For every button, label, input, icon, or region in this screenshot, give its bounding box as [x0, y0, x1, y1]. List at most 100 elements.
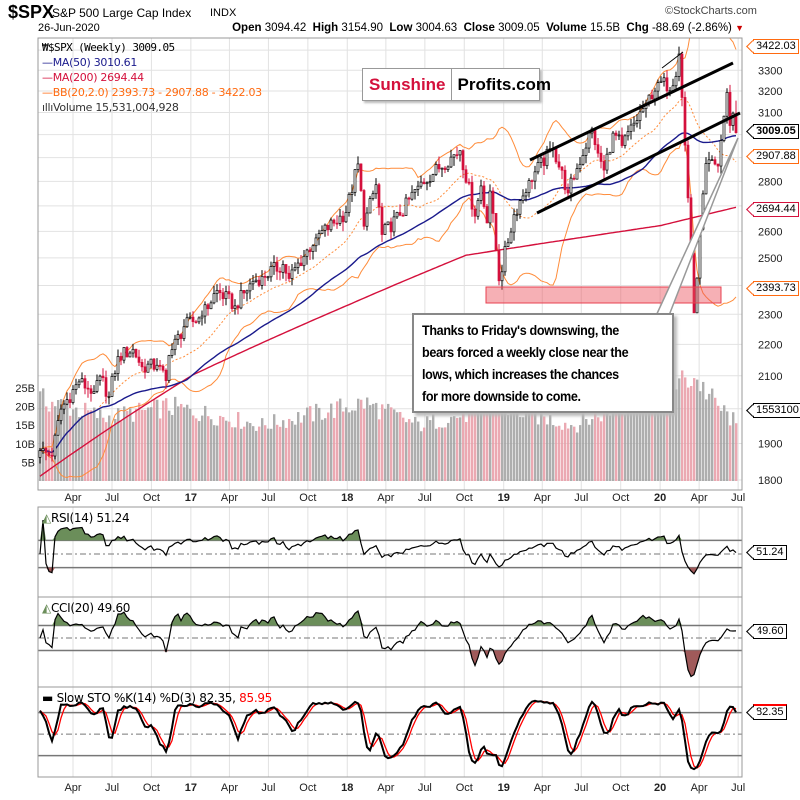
candle-body [56, 420, 60, 436]
candle-body [476, 200, 480, 217]
volume-bar [378, 419, 381, 481]
candle-body [428, 181, 432, 184]
candle-body [374, 184, 378, 195]
candle [188, 312, 192, 320]
sto-title: ▬ Slow STO %K(14) %D(3) 82.35, 85.95 [42, 691, 273, 705]
volume-bar [87, 410, 90, 481]
candle-body [542, 157, 546, 167]
volume-bar [603, 408, 606, 481]
volume-bar [321, 419, 324, 481]
candle [512, 208, 516, 241]
candle [107, 391, 111, 405]
quote-bar: Open 3094.42 High 3154.90 Low 3004.63 Cl… [232, 22, 744, 34]
candle-body [272, 262, 276, 267]
candle-body [593, 128, 597, 146]
volume-bar [258, 426, 261, 481]
candle-body [392, 216, 396, 233]
candle [149, 358, 153, 369]
candle [680, 51, 684, 107]
time-axis-label: Apr [534, 782, 551, 794]
volume-bar [564, 422, 567, 481]
candle-body [215, 289, 219, 295]
volume-bar [357, 398, 360, 481]
volume-bar [543, 416, 546, 481]
volume-bar [303, 415, 306, 481]
bb-upper-tag: 3422.03 [753, 39, 799, 54]
candle [344, 205, 348, 223]
candle [626, 125, 630, 141]
candle [485, 203, 489, 224]
volume-bar [642, 408, 645, 481]
volume-bar [519, 416, 522, 481]
candle [593, 128, 597, 151]
volume-bar [144, 409, 147, 481]
candle-body [383, 224, 387, 235]
price-axis-label: 3300 [758, 65, 782, 77]
volume-bar [687, 387, 690, 481]
candle [128, 350, 132, 358]
candle-body [278, 270, 282, 273]
volume-bar [114, 418, 117, 481]
candle [74, 378, 78, 395]
legend-ma200: —MA(200) 2694.44 [42, 71, 144, 84]
volume-bar [348, 412, 351, 481]
candle-body [566, 189, 570, 194]
candle [254, 273, 258, 283]
candle [368, 195, 372, 214]
candle [356, 156, 360, 173]
volume-bar [591, 419, 594, 481]
legend-price: ₩$SPX (Weekly) 3009.05 [42, 41, 175, 54]
candle-body [140, 362, 144, 368]
candle [278, 267, 282, 281]
candle-body [152, 358, 156, 370]
volume-bar [252, 426, 255, 481]
ma200-line [39, 206, 737, 477]
candle-body [686, 144, 690, 199]
bb-middle-line [39, 98, 737, 454]
candle [104, 370, 108, 404]
candle [296, 258, 300, 275]
axes: 3300 3200 3100 2800 2600 2500 2300 2200 2100 1900… [15, 65, 782, 794]
candle-body [449, 156, 453, 168]
volume-bar [168, 410, 171, 481]
candle [347, 192, 351, 217]
volume-bar [684, 377, 687, 481]
candle-body [149, 358, 153, 365]
change-label: Chg [626, 22, 649, 34]
candle-body [212, 293, 216, 304]
volume-bar [360, 399, 363, 481]
candle [146, 360, 150, 373]
candle-body [185, 317, 189, 328]
candle [461, 149, 465, 179]
candle-body [239, 289, 243, 309]
candle-body [206, 304, 210, 310]
candle-body [632, 122, 636, 126]
volume-bar [276, 424, 279, 481]
candle-body [491, 190, 495, 214]
candle [191, 311, 195, 328]
volume-bar [84, 402, 87, 481]
volume-bar [672, 391, 675, 481]
candle [80, 372, 84, 383]
candle [662, 72, 666, 87]
candle-body [287, 272, 291, 279]
candle [167, 354, 171, 383]
volume-bar [534, 410, 537, 481]
candle-body [101, 375, 105, 378]
legend-ma50-text: MA(50) 3010.61 [52, 56, 138, 69]
candle-body [203, 304, 207, 317]
volume-bar [594, 413, 597, 481]
candle [119, 352, 123, 366]
close-tag: 3009.05 [753, 124, 799, 139]
time-axis-label: Apr [221, 782, 238, 794]
candle [374, 178, 378, 199]
candle-body [518, 200, 522, 215]
volume-bar [120, 421, 123, 481]
volume-bar [693, 378, 696, 481]
volume-bar [264, 425, 267, 481]
candle-body [680, 53, 684, 98]
candle-body [371, 193, 375, 199]
candle-body [347, 193, 351, 213]
candle-body [209, 302, 213, 310]
candle-body [77, 381, 81, 386]
